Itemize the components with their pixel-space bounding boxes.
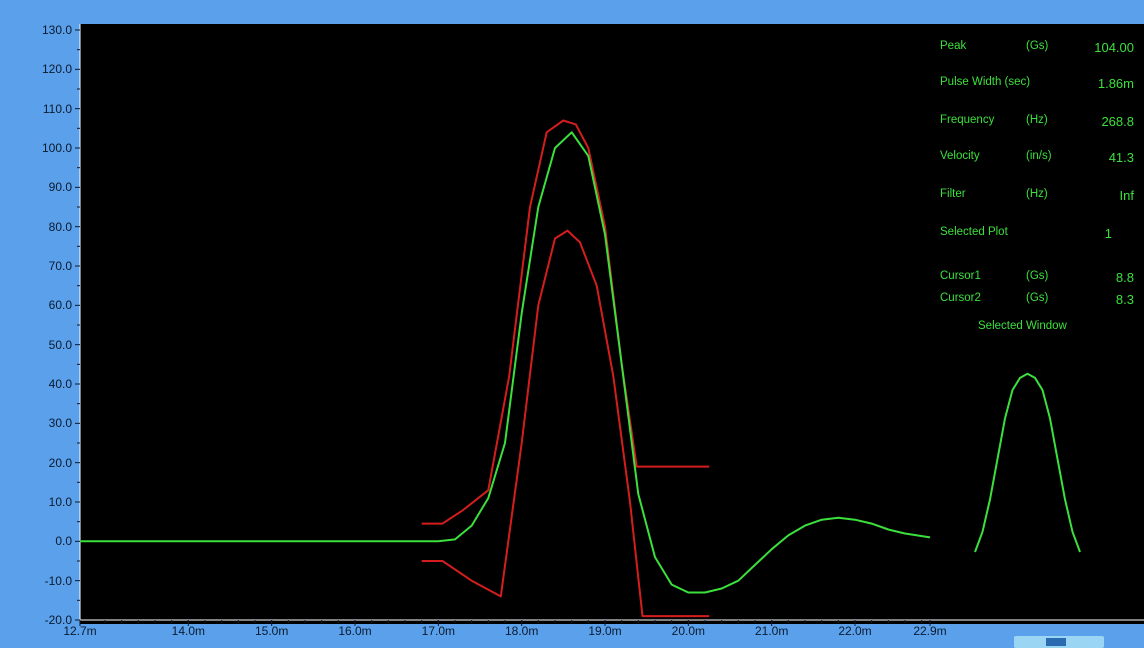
readout-velocity: Velocity (in/s) 41.3 — [940, 150, 1136, 166]
readout-label: Peak — [940, 40, 967, 52]
readout-value: 1 — [1104, 226, 1112, 241]
readout-label: Cursor1 — [940, 270, 981, 282]
y-tick-label: 100.0 — [41, 141, 72, 155]
x-axis: 12.7m 14.0m 15.0m 16.0m 17.0m 18.0m 19.0m 20.0m… — [0, 620, 1144, 648]
readout-unit: (Gs) — [1026, 292, 1049, 304]
selected-window-trace — [974, 372, 1081, 553]
readout-value: 268.8 — [1101, 114, 1134, 129]
x-tick-label: 15.0m — [254, 624, 289, 638]
x-tick-label: 14.0m — [171, 624, 206, 638]
y-tick-label: 130.0 — [41, 23, 72, 37]
readout-value: 41.3 — [1108, 150, 1134, 165]
y-tick-label: 80.0 — [48, 219, 72, 234]
readout-unit: (in/s) — [1026, 150, 1052, 162]
readout-value: 8.8 — [1115, 270, 1134, 285]
readout-label: Filter — [940, 188, 966, 200]
readout-label: Velocity — [940, 150, 980, 162]
selected-window-label[interactable]: Selected Window — [978, 320, 1067, 332]
readout-label: Frequency — [940, 114, 995, 126]
readout-label: Selected Plot — [940, 226, 1008, 238]
readout-label: Cursor2 — [940, 292, 981, 304]
y-tick-label: 110.0 — [42, 101, 72, 116]
y-tick-label: 40.0 — [48, 377, 72, 391]
series-line-2 — [421, 119, 710, 525]
y-tick-label: 30.0 — [48, 416, 72, 431]
x-tick-label: 18.0m — [504, 624, 539, 638]
series-line-1 — [80, 131, 931, 594]
y-tick-label: 60.0 — [48, 298, 72, 313]
x-tick-label: 16.0m — [338, 624, 372, 638]
readout-unit: (Gs) — [1026, 40, 1049, 52]
readout-unit: (Hz) — [1026, 114, 1048, 126]
plot-area[interactable] — [80, 24, 1144, 624]
y-axis: 130.0 120.0 110.0 100.0 90.0 80.0 70.0 60.0 50.0… — [0, 0, 80, 648]
readout-unit: (Hz) — [1026, 188, 1048, 200]
x-tick-label: 12.7m — [63, 624, 97, 638]
x-tick-label: 20.0m — [671, 624, 706, 638]
scale-indicator[interactable] — [1014, 636, 1104, 648]
readout-value: Inf — [1119, 188, 1134, 203]
y-tick-label: 90.0 — [48, 180, 72, 195]
readout-filter: Filter (Hz) Inf — [940, 188, 1136, 204]
readout-unit: (Gs) — [1026, 270, 1049, 282]
readout-value: 1.86m — [1097, 76, 1134, 91]
y-tick-label: -10.0 — [44, 573, 72, 588]
readout-cursor2: Cursor2 (Gs) 8.3 — [940, 292, 1136, 308]
x-tick-label: 19.0m — [588, 624, 622, 638]
y-tick-label: 70.0 — [48, 259, 72, 273]
readout-label: Pulse Width (sec) — [940, 76, 1031, 88]
y-tick-label: 120.0 — [41, 62, 72, 77]
x-tick-label: 21.0m — [754, 624, 789, 638]
readout-cursor1: Cursor1 (Gs) 8.8 — [940, 270, 1136, 286]
x-tick-label: 17.0m — [421, 624, 456, 638]
x-tick-label: 22.9m — [913, 624, 947, 638]
y-tick-label: -20.0 — [44, 613, 72, 627]
scale-indicator-thumb[interactable] — [1046, 638, 1066, 646]
y-tick-label: 0.0 — [55, 534, 72, 549]
readout-selected-plot[interactable]: Selected Plot 1 — [940, 226, 1136, 242]
x-tick-label: 22.0m — [838, 624, 872, 638]
readout-value: 8.3 — [1115, 292, 1134, 307]
y-tick-label: 50.0 — [48, 337, 72, 352]
readout-pulse-width: Pulse Width (sec) 1.86m — [940, 76, 1136, 92]
series-line-3 — [421, 229, 710, 618]
y-tick-label: 10.0 — [48, 495, 72, 509]
readout-peak: Peak (Gs) 104.00 — [940, 40, 1136, 56]
readout-value: 104.00 — [1094, 40, 1134, 55]
y-tick-label: 20.0 — [48, 455, 72, 470]
readout-frequency: Frequency (Hz) 268.8 — [940, 114, 1136, 130]
